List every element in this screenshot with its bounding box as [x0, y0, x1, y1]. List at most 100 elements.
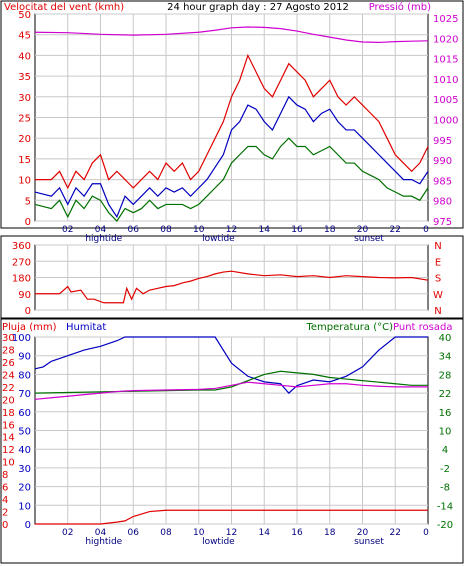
pressure-tick-label: 990 [433, 156, 452, 167]
x-tick-label: 0 [423, 225, 429, 235]
rain-panel-frame [0, 318, 464, 564]
pressure-tick-label: 995 [433, 136, 452, 147]
wind-tick-label: 45 [18, 31, 31, 42]
x-tick-label: 06 [128, 528, 140, 538]
tide-label: sunset [354, 537, 384, 547]
pressure-axis-title: Pressió (mb) [369, 1, 431, 13]
temperature-tick-label: 10 [439, 427, 452, 438]
direction-tick-label: 0 [25, 306, 31, 317]
temperature-tick-label: -20 [437, 520, 453, 531]
rain-tick-label: 8 [2, 470, 8, 481]
temperature-tick-label: -8 [440, 483, 450, 494]
temperature-tick-label: 22 [439, 389, 452, 400]
x-tick-label: 14 [259, 528, 271, 538]
tide-label: hightide [85, 234, 122, 244]
humidity-tick-label: 30 [18, 464, 31, 475]
tide-label: lowtide [202, 234, 235, 244]
x-tick-label: 04 [95, 225, 107, 235]
rain-tick-label: 16 [2, 420, 15, 431]
series-temperature [34, 370, 428, 394]
wind-tick-label: 50 [18, 10, 31, 21]
pressure-tick-label: 985 [433, 176, 452, 187]
pressure-tick-label: 1020 [433, 34, 458, 45]
rain-tick-label: 24 [2, 370, 15, 381]
pressure-tick-label: 1005 [433, 95, 458, 106]
x-tick-label: 22 [390, 225, 401, 235]
rain-tick-label: 14 [2, 433, 15, 444]
tide-label: sunset [354, 234, 384, 244]
humidity-tick-label: 100 [12, 333, 31, 344]
humidity-axis-title: Humitat [66, 322, 106, 333]
humidity-tick-label: 50 [18, 427, 31, 438]
rain-tick-label: 4 [2, 495, 8, 506]
rain-tick-label: 30 [2, 333, 15, 344]
rain-tick-label: 18 [2, 408, 15, 419]
x-tick-label: 22 [390, 528, 401, 538]
rain-tick-label: 12 [2, 445, 15, 456]
series-humidity [34, 336, 428, 394]
x-tick-label: 06 [128, 225, 140, 235]
wind-tick-label: 10 [18, 176, 31, 187]
rain-axis-title: Pluja (mm) [2, 322, 57, 333]
x-tick-label: 04 [95, 528, 107, 538]
pressure-tick-label: 1025 [433, 14, 458, 25]
pressure-tick-label: 975 [433, 217, 452, 228]
rain-tick-label: 20 [2, 395, 15, 406]
x-tick-label: 20 [357, 528, 369, 538]
temperature-tick-label: 34 [439, 352, 452, 363]
temperature-tick-label: 28 [439, 370, 452, 381]
temperature-tick-label: 40 [439, 333, 452, 344]
temperature-tick-label: 16 [439, 408, 452, 419]
x-tick-label: 20 [357, 225, 369, 235]
series-gust [35, 53, 429, 190]
x-tick-label: 08 [160, 225, 172, 235]
x-tick-label: 02 [62, 225, 73, 235]
direction-tick-label: 360 [12, 241, 31, 252]
compass-label: E [435, 257, 441, 268]
x-tick-label: 18 [324, 528, 336, 538]
pressure-tick-label: 980 [433, 197, 452, 208]
rain-tick-label: 6 [2, 483, 8, 494]
series-rain [35, 509, 428, 525]
series-average [34, 95, 429, 219]
temperature-tick-label: 4 [442, 445, 448, 456]
pressure-tick-label: 1015 [433, 55, 458, 66]
x-tick-label: 12 [226, 225, 237, 235]
direction-panel-frame [0, 235, 464, 319]
series-lines [34, 26, 429, 525]
x-tick-label: 16 [291, 225, 303, 235]
compass-label: N [434, 306, 441, 317]
series-minimum [34, 137, 429, 222]
humidity-tick-label: 10 [18, 501, 31, 512]
series-pressure [34, 26, 429, 44]
rain-tick-label: 28 [2, 345, 15, 356]
x-tick-label: 0 [423, 528, 429, 538]
direction-tick-label: 90 [18, 290, 31, 301]
humidity-tick-label: 90 [18, 352, 31, 363]
compass-label: S [435, 274, 441, 285]
wind-tick-label: 25 [18, 114, 31, 125]
wind-tick-label: 35 [18, 72, 31, 83]
x-tick-label: 10 [193, 528, 205, 538]
x-tick-label: 10 [193, 225, 205, 235]
direction-tick-label: 270 [12, 257, 31, 268]
wind-tick-label: 40 [18, 51, 31, 62]
wind-tick-label: 5 [25, 196, 31, 207]
x-tick-label: 02 [62, 528, 73, 538]
tide-label: hightide [85, 537, 122, 547]
humidity-tick-label: 20 [18, 483, 31, 494]
series-direction [35, 270, 429, 304]
x-tick-label: 14 [259, 225, 271, 235]
direction-tick-label: 180 [12, 274, 31, 285]
wind-tick-label: 15 [18, 155, 31, 166]
humidity-tick-label: 70 [18, 389, 31, 400]
rain-tick-label: 0 [2, 520, 8, 531]
pressure-tick-label: 1000 [433, 116, 458, 127]
tide-label: lowtide [202, 537, 235, 547]
x-tick-label: 18 [324, 225, 336, 235]
x-tick-label: 12 [226, 528, 237, 538]
grid-lines [35, 13, 428, 525]
